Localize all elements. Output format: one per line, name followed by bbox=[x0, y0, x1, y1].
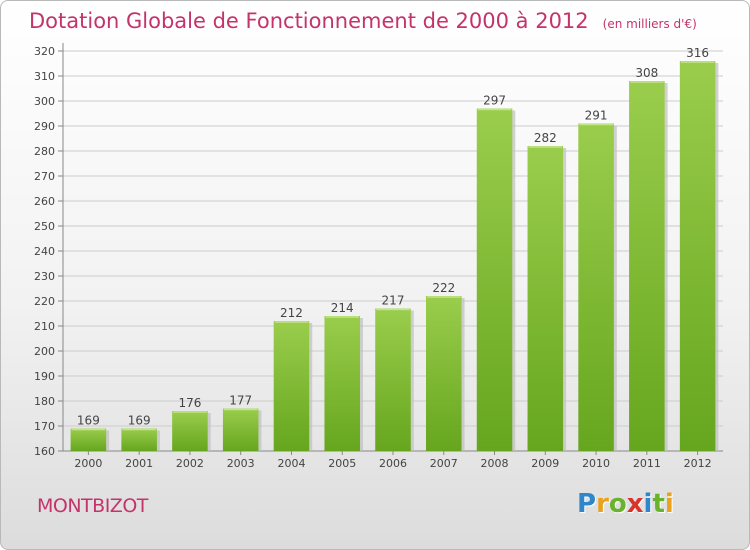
y-tick-label: 220 bbox=[34, 295, 55, 308]
y-tick-label: 190 bbox=[34, 370, 55, 383]
data-label: 177 bbox=[229, 394, 252, 408]
bar-2002 bbox=[172, 411, 208, 451]
y-tick-label: 290 bbox=[34, 120, 55, 133]
data-labels: 169 169 176 177 212 214 217 222 297 282 291 308 316 bbox=[77, 46, 709, 428]
bar-2006 bbox=[375, 308, 411, 451]
y-tick-label: 180 bbox=[34, 395, 55, 408]
data-label: 308 bbox=[635, 66, 658, 80]
y-tick-label: 200 bbox=[34, 345, 55, 358]
y-tick-label: 250 bbox=[34, 220, 55, 233]
x-tick-label: 2012 bbox=[684, 457, 712, 470]
y-tick-label: 240 bbox=[34, 245, 55, 258]
bar-2010 bbox=[578, 123, 614, 451]
x-tick-label: 2008 bbox=[481, 457, 509, 470]
bars bbox=[70, 61, 719, 451]
bar-2008 bbox=[476, 108, 513, 451]
commune-name: MONTBIZOT bbox=[37, 495, 148, 517]
logo-letter: x bbox=[626, 489, 644, 519]
x-tick-label: 2010 bbox=[582, 457, 610, 470]
data-label: 222 bbox=[432, 281, 455, 295]
x-tick-label: 2006 bbox=[379, 457, 407, 470]
bar-2003 bbox=[222, 408, 259, 451]
y-tick-label: 310 bbox=[34, 70, 55, 83]
data-label: 169 bbox=[128, 414, 151, 428]
y-tick-label: 170 bbox=[34, 420, 55, 433]
y-tick-label: 280 bbox=[34, 145, 55, 158]
y-tick-label: 160 bbox=[34, 445, 55, 458]
data-label: 212 bbox=[280, 306, 303, 320]
bar-2000 bbox=[70, 428, 107, 451]
bar-2007 bbox=[426, 296, 462, 451]
x-tick-label: 2007 bbox=[430, 457, 458, 470]
y-tick-label: 300 bbox=[34, 95, 55, 108]
y-tick-label: 320 bbox=[34, 45, 55, 58]
data-label: 217 bbox=[382, 294, 405, 308]
data-label: 176 bbox=[178, 396, 201, 410]
x-tick-label: 2005 bbox=[328, 457, 356, 470]
y-tick-label: 210 bbox=[34, 320, 55, 333]
axes: 160 170 180 190 200 210 220 230 240 250 260 270 280 2… bbox=[34, 43, 723, 470]
logo-letter: i bbox=[664, 489, 674, 519]
x-tick-label: 2011 bbox=[633, 457, 661, 470]
proxiti-logo: Proxiti bbox=[577, 489, 674, 519]
chart-subtitle: (en milliers d'€) bbox=[602, 17, 697, 31]
x-tick-label: 2003 bbox=[227, 457, 255, 470]
data-label: 214 bbox=[331, 301, 354, 315]
bar-2004 bbox=[273, 321, 310, 451]
x-tick-label: 2004 bbox=[277, 457, 305, 470]
data-label: 297 bbox=[483, 94, 506, 108]
x-tick-label: 2002 bbox=[176, 457, 204, 470]
y-tick-label: 230 bbox=[34, 270, 55, 283]
bar-2009 bbox=[527, 146, 564, 451]
data-label: 169 bbox=[77, 414, 100, 428]
data-label: 282 bbox=[534, 131, 557, 145]
x-tick-label: 2009 bbox=[531, 457, 559, 470]
chart-title-text: Dotation Globale de Fonctionnement de 20… bbox=[29, 9, 589, 33]
y-tick-label: 270 bbox=[34, 170, 55, 183]
bar-2011 bbox=[629, 81, 665, 451]
logo-letter: t bbox=[652, 489, 665, 519]
x-tick-label: 2000 bbox=[74, 457, 102, 470]
chart-title: Dotation Globale de Fonctionnement de 20… bbox=[29, 9, 697, 33]
bar-2005 bbox=[324, 316, 360, 451]
data-label: 291 bbox=[585, 109, 608, 123]
data-label: 316 bbox=[686, 46, 709, 60]
logo-letter: o bbox=[608, 489, 627, 519]
logo-letter: i bbox=[643, 489, 653, 519]
logo-letter: r bbox=[596, 489, 609, 519]
y-tick-label: 260 bbox=[34, 195, 55, 208]
bar-2001 bbox=[121, 428, 157, 451]
logo-letter: P bbox=[577, 489, 597, 519]
x-tick-label: 2001 bbox=[125, 457, 153, 470]
bar-2012 bbox=[679, 61, 716, 451]
